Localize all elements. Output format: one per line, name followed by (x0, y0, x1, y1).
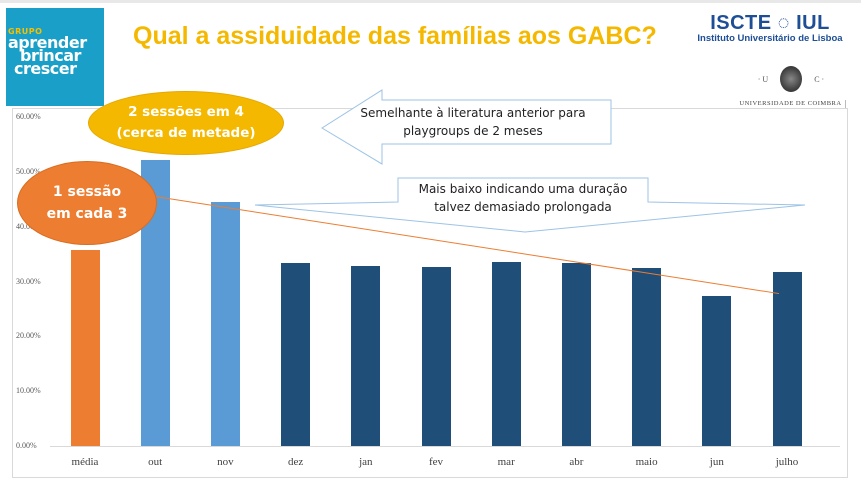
x-tick-label: jun (709, 456, 724, 468)
down-arrow-line-2: talvez demasiado prolongada (434, 200, 612, 214)
yellow-ellipse-line-2: (cerca de metade) (116, 125, 256, 141)
x-tick-label: jan (359, 456, 373, 468)
bar-jun (702, 295, 732, 446)
uc-right-letter: C · (814, 74, 825, 84)
x-tick-label: out (148, 456, 163, 468)
y-tick-label: 10.00% (16, 386, 41, 396)
x-tick-label: julho (775, 456, 799, 468)
bar-dez (281, 262, 311, 446)
half-sessions-ellipse: 2 sessões em 4 (cerca de metade) (88, 91, 284, 155)
grupo-aprender-brincar-crescer-logo: GRUPO aprender brincar crescer (6, 8, 104, 106)
bar-média (70, 249, 100, 446)
left-arrow-text: Semelhante à literatura anterior para pl… (335, 104, 611, 140)
left-arrow-line-2: playgroups de 2 meses (403, 124, 543, 138)
logo-grupo-text: GRUPO (8, 27, 43, 36)
x-tick-label: maio (635, 456, 658, 468)
bar-abr (561, 262, 591, 446)
bar-nov (210, 201, 240, 446)
orange-ellipse-line-1: 1 sessão (52, 184, 122, 200)
bar-julho (772, 271, 802, 446)
logo-line-2: brincar (20, 46, 81, 65)
x-tick-label: fev (428, 456, 444, 468)
y-tick-label: 60.00% (16, 112, 41, 121)
x-tick-label: dez (287, 456, 304, 468)
uc-left-letter: · U (757, 74, 769, 84)
iscte-subtitle: Instituto Universitário de Lisboa (697, 33, 843, 44)
bar-jan (351, 266, 381, 446)
iscte-iul-logo: ISCTE ◌ IUL Instituto Universitário de L… (690, 12, 850, 44)
down-arrow-line-1: Mais baixo indicando uma duração (418, 182, 628, 196)
down-arrow-text: Mais baixo indicando uma duração talvez … (398, 180, 648, 216)
x-tick-label: nov (217, 456, 234, 468)
bar-maio (632, 267, 662, 446)
down-arrow-callout (254, 177, 806, 233)
trendline (155, 196, 780, 295)
x-tick-label: média (71, 456, 99, 468)
yellow-ellipse-line-1: 2 sessões em 4 (128, 104, 244, 120)
x-tick-label: abr (569, 456, 584, 468)
third-sessions-ellipse: 1 sessão em cada 3 (17, 161, 157, 245)
logo-line-1: aprender (8, 33, 87, 52)
top-border (0, 0, 861, 3)
left-arrow-line-1: Semelhante à literatura anterior para (360, 106, 586, 120)
x-axis-line (50, 446, 840, 447)
iscte-name: ISCTE ◌ IUL (710, 12, 830, 34)
bar-mar (491, 261, 521, 446)
bar-fev (421, 266, 451, 446)
uc-seal-icon (780, 66, 803, 92)
logo-line-3: crescer (14, 59, 77, 78)
orange-ellipse-line-2: em cada 3 (46, 206, 128, 222)
slide-title: Qual a assiduidade das famílias aos GABC… (133, 22, 657, 50)
y-tick-label: 0.00% (16, 441, 37, 450)
y-tick-label: 50.00% (16, 166, 41, 176)
y-tick-label: 30.00% (16, 276, 41, 286)
x-tick-label: mar (497, 456, 515, 468)
y-tick-label: 20.00% (16, 331, 41, 341)
left-arrow-callout (321, 89, 612, 165)
